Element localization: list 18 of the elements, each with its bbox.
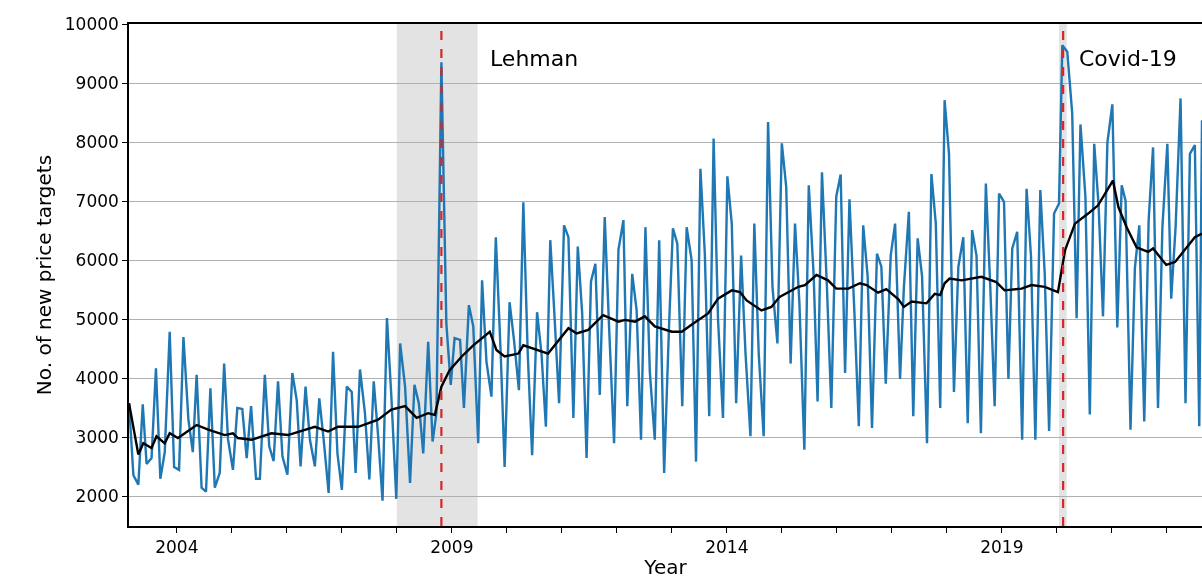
x-tick-label: 2009 [430,537,474,558]
y-tick-label: 9000 [75,73,119,94]
y-tick-label: 4000 [75,368,119,389]
band-label: Covid-19 [1079,46,1177,71]
y-tick-label: 2000 [75,486,119,507]
x-tick-label: 2004 [155,537,199,558]
x-axis-title: Year [643,555,688,580]
y-tick-label: 10000 [64,13,119,34]
x-tick-label: 2019 [980,537,1024,558]
y-tick-label: 5000 [75,309,119,330]
y-tick-label: 7000 [75,191,119,212]
line-series [129,44,1202,502]
band-label: Lehman [490,46,579,71]
y-tick-label: 6000 [75,250,119,271]
y-tick-label: 3000 [75,427,119,448]
y-axis-title: No. of new price targets [31,154,56,396]
x-tick-label: 2014 [705,537,749,558]
y-tick-label: 8000 [75,132,119,153]
